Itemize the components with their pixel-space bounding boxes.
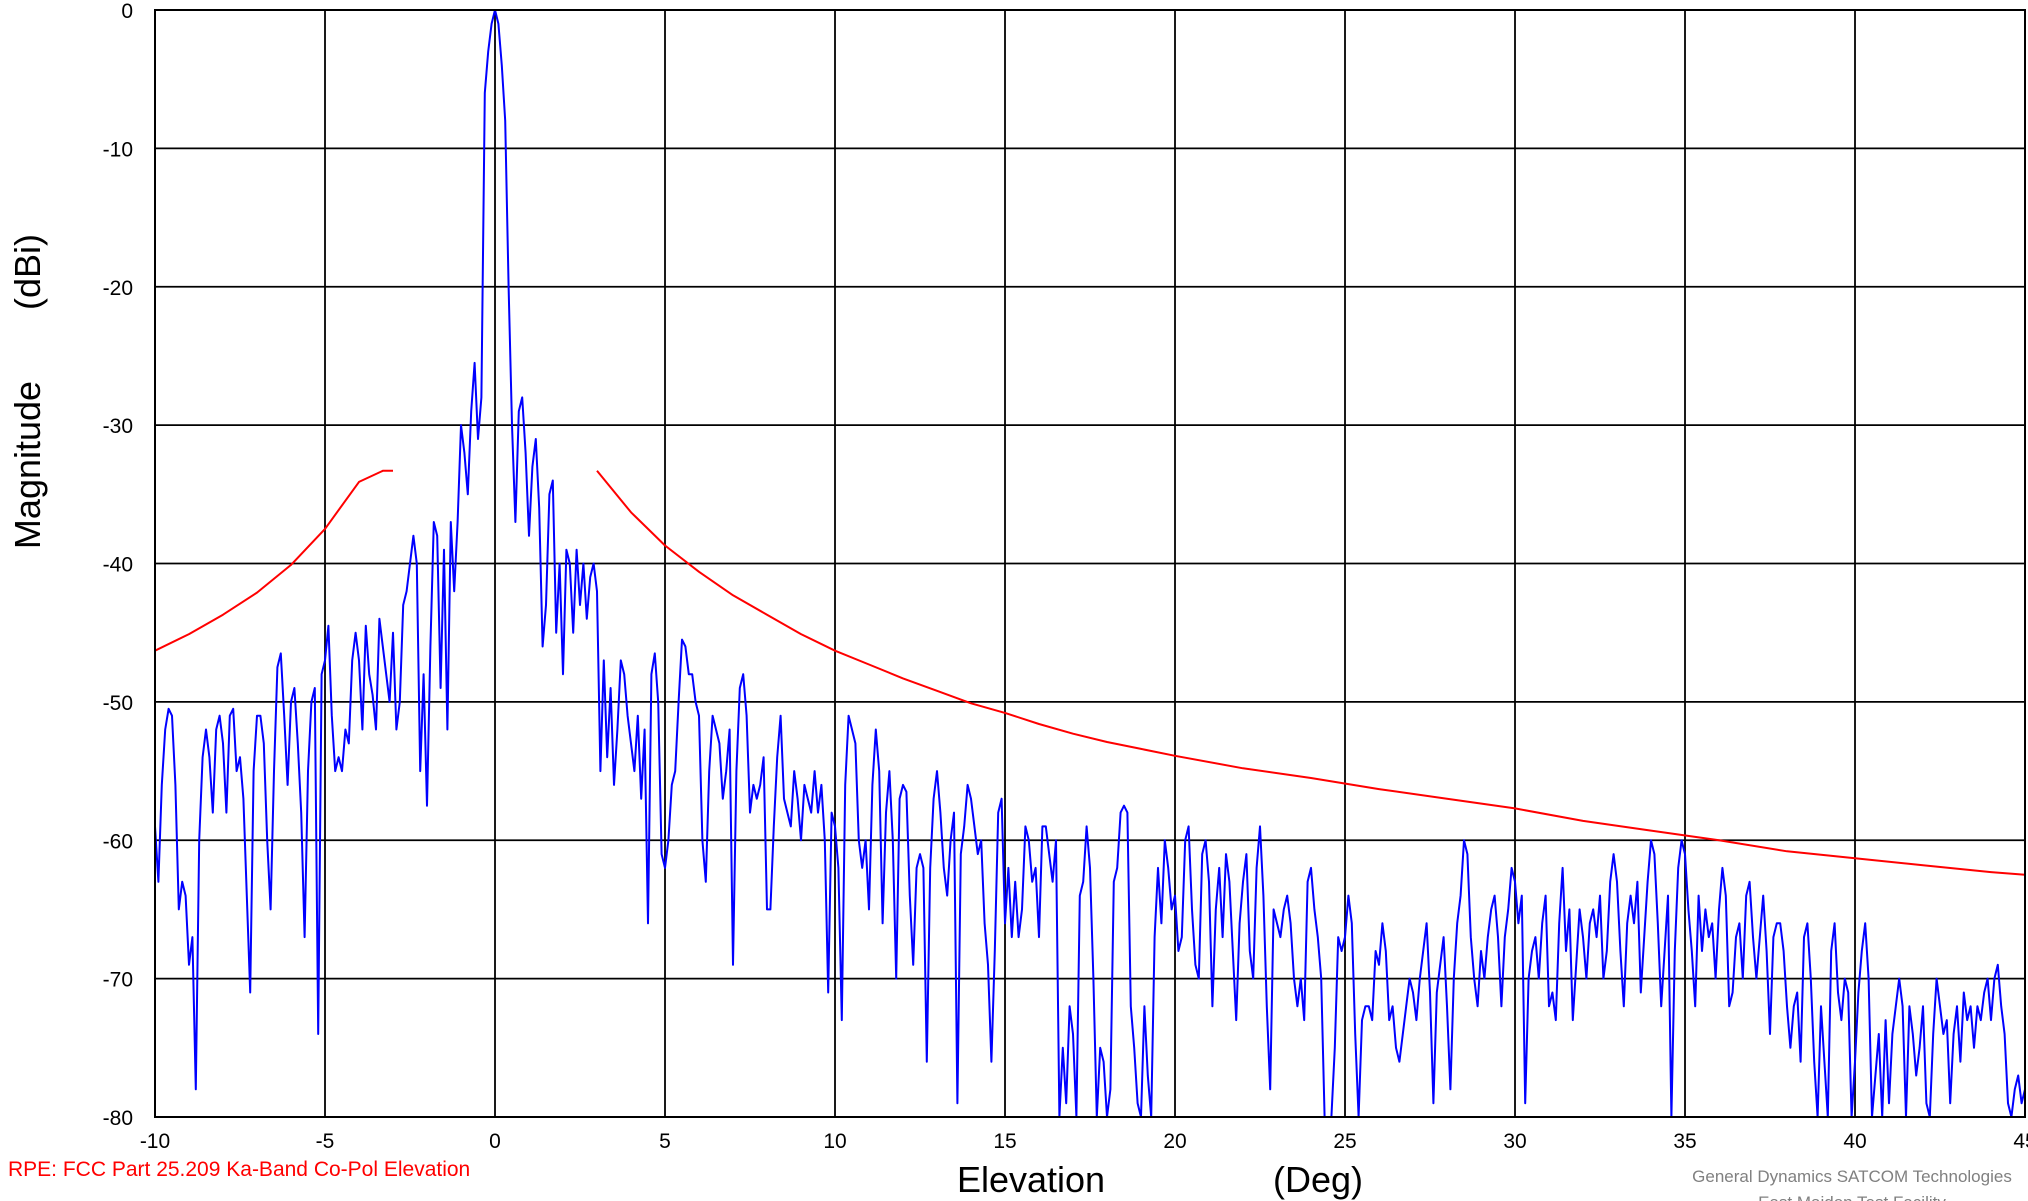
x-tick-label: 15 — [993, 1130, 1016, 1153]
plot-frame — [154, 9, 2026, 1118]
y-axis-unit: (dBi) — [7, 234, 48, 310]
x-tick-label: 25 — [1333, 1130, 1356, 1153]
y-tick-label: -20 — [103, 277, 133, 300]
y-tick-label: -40 — [103, 554, 133, 577]
x-tick-label: 0 — [489, 1130, 501, 1153]
y-tick-label: -30 — [103, 415, 133, 438]
x-tick-label: 30 — [1503, 1130, 1526, 1153]
x-tick-label: 45 — [2013, 1130, 2028, 1153]
rpe-mask-line-2 — [596, 470, 2026, 876]
rpe-mask-line-1 — [154, 469, 393, 652]
x-tick-label: 10 — [823, 1130, 846, 1153]
y-tick-label: 0 — [121, 0, 133, 23]
x-axis-unit: (Deg) — [1273, 1159, 1363, 1200]
x-tick-label: 35 — [1673, 1130, 1696, 1153]
x-tick-label: 20 — [1163, 1130, 1186, 1153]
x-tick-label: 40 — [1843, 1130, 1866, 1153]
x-axis-title: Elevation — [957, 1159, 1105, 1200]
series-layer — [154, 9, 2026, 1118]
x-tick-label: -5 — [316, 1130, 335, 1153]
facility-label: East Maiden Test Facility — [1758, 1193, 1946, 1201]
y-tick-label: -80 — [103, 1107, 133, 1130]
y-tick-label: -50 — [103, 692, 133, 715]
company-label: General Dynamics SATCOM Technologies — [1692, 1167, 2012, 1186]
y-tick-label: -60 — [103, 830, 133, 853]
x-tick-label: -10 — [140, 1130, 170, 1153]
y-tick-label: -10 — [103, 138, 133, 161]
tick-labels: -10-50510152025303540450-10-20-30-40-50-… — [103, 0, 2028, 1153]
x-tick-label: 5 — [659, 1130, 671, 1153]
measured-pattern-line — [154, 9, 2026, 1118]
y-tick-label: -70 — [103, 969, 133, 992]
y-axis-title: Magnitude — [7, 381, 48, 549]
rpe-label: RPE: FCC Part 25.209 Ka-Band Co-Pol Elev… — [8, 1158, 470, 1181]
